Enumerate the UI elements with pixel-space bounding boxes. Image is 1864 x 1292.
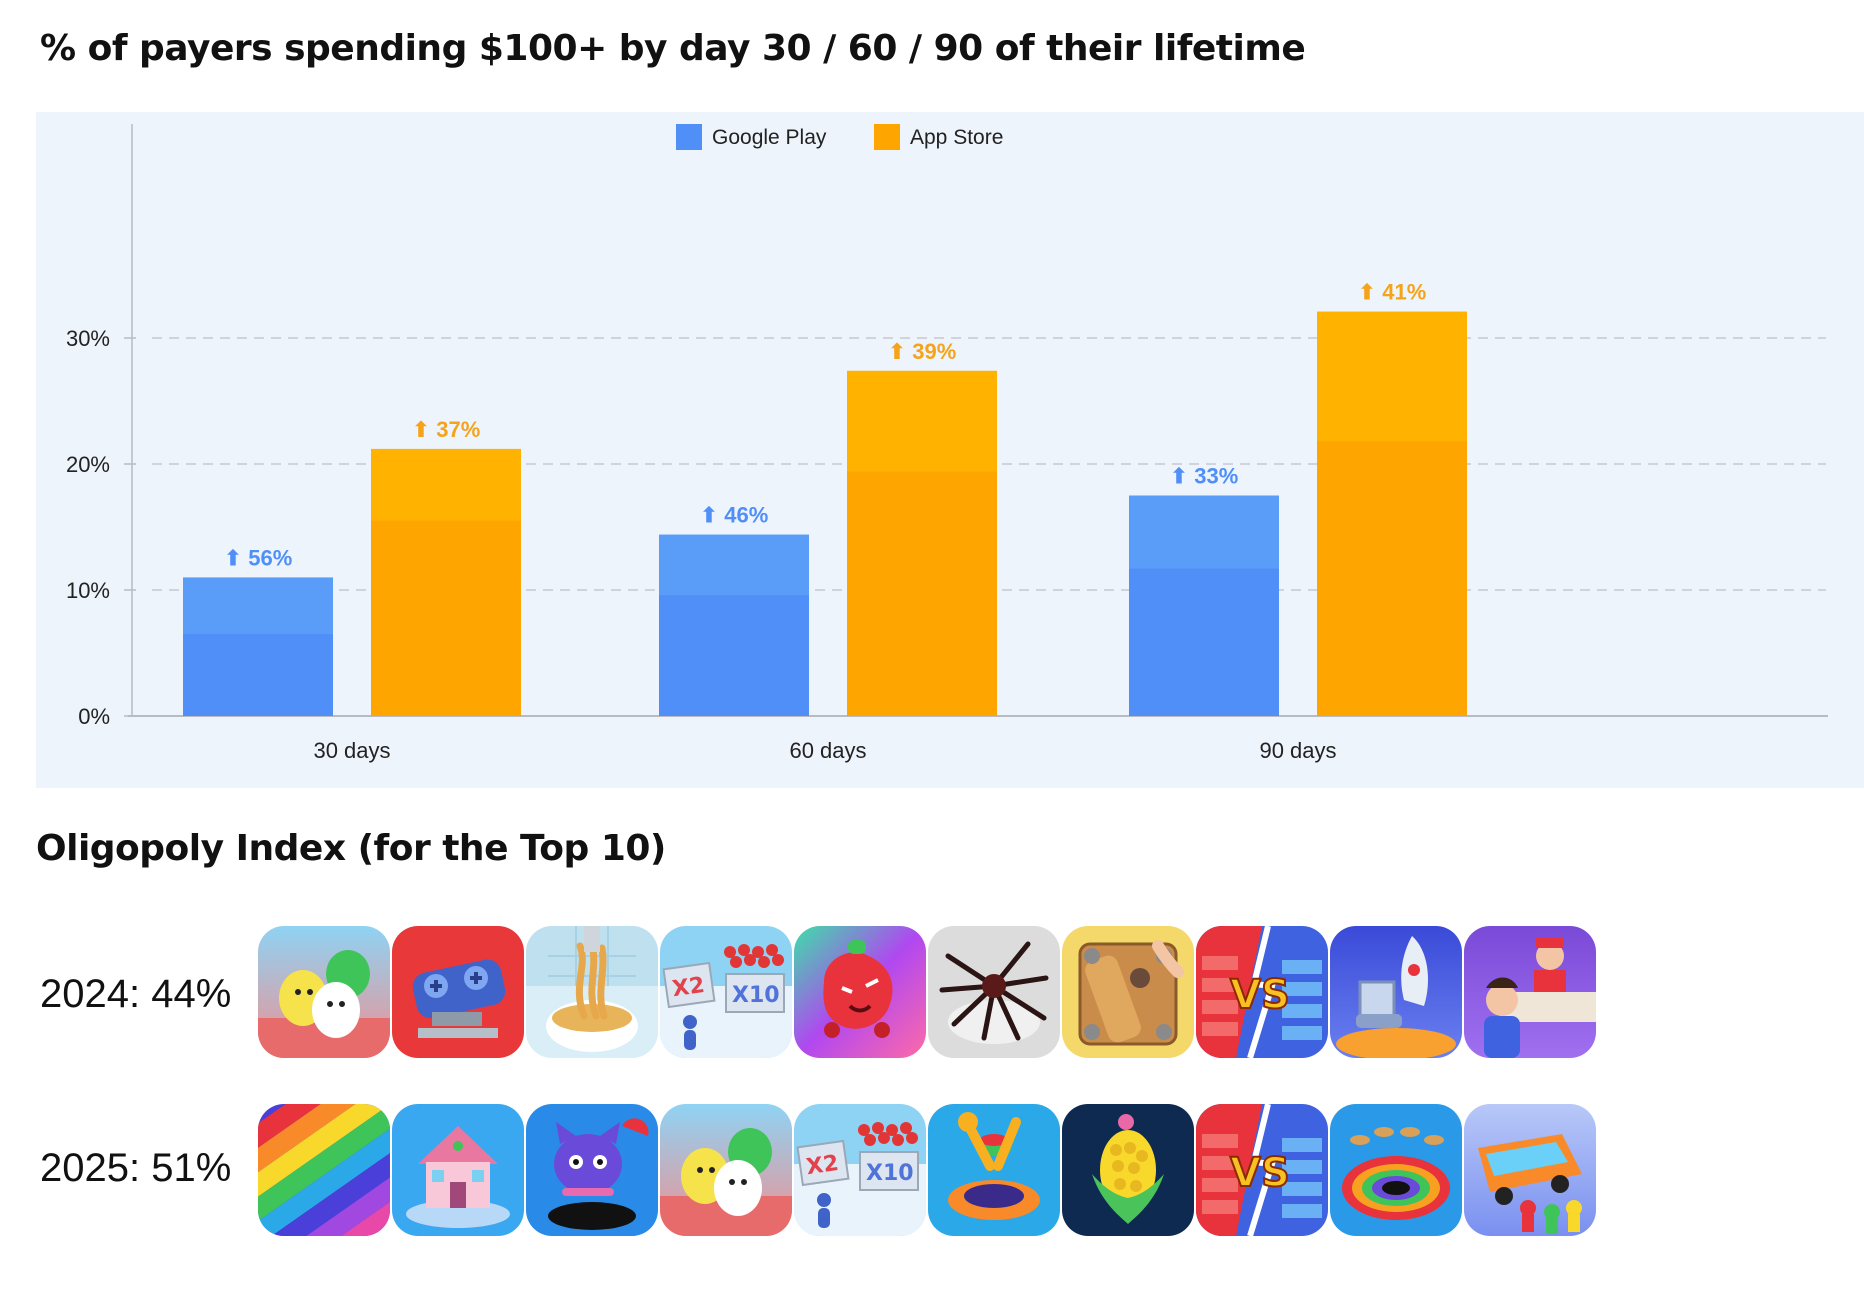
crowd-gates-icon: X2 X10: [794, 1104, 926, 1236]
growth-label: ⬆ 41%: [1358, 280, 1427, 305]
y-tick-label: 30%: [66, 326, 110, 351]
bus-jam-icon: [1464, 1104, 1596, 1236]
toy-house-icon: [392, 1104, 524, 1236]
chart-title: % of payers spending $100+ by day 30 / 6…: [40, 28, 1306, 69]
svg-text:X10: X10: [732, 983, 780, 1008]
bar-previous-google-play: [659, 595, 809, 716]
spider-legs-icon: [928, 926, 1060, 1058]
bar-previous-app-store: [371, 520, 521, 716]
legend-swatch: [676, 124, 702, 150]
legend: Google Play App Store: [676, 124, 1003, 150]
crowd-gates-icon: X2 X10: [660, 926, 792, 1058]
oligopoly-title: Oligopoly Index (for the Top 10): [36, 828, 666, 869]
hotel-manager-icon: [1464, 926, 1596, 1058]
bar-previous-google-play: [1129, 568, 1279, 716]
wood-nuts-icon: [1062, 926, 1194, 1058]
rocket-seat-icon: [1330, 926, 1462, 1058]
row-label-2024: 2024: 44%: [40, 972, 232, 1016]
svg-text:X10: X10: [866, 1161, 914, 1186]
y-tick-label: 0%: [78, 704, 110, 729]
tower-versus-icon: VS: [1196, 926, 1328, 1058]
screw-puzzle-icon: [392, 926, 524, 1058]
bar-previous-google-play: [183, 634, 333, 716]
svg-text:VS: VS: [1230, 972, 1290, 1018]
color-blocks-icon: [258, 1104, 390, 1236]
bar-previous-app-store: [847, 471, 997, 716]
noodle-bowl-icon: [526, 926, 658, 1058]
bar-previous-app-store: [1317, 441, 1467, 716]
bar-chart: 0% 10% 20% 30% Google Play App Store ⬆ 56% ⬆ 37…: [66, 124, 1828, 763]
row-label-2025: 2025: 51%: [40, 1146, 232, 1190]
svg-text:X2: X2: [671, 973, 706, 1002]
growth-label: ⬆ 33%: [1170, 464, 1239, 489]
blob-runners-icon: [258, 926, 390, 1058]
y-tick-label: 20%: [66, 452, 110, 477]
growth-label: ⬆ 39%: [888, 339, 957, 364]
growth-label: ⬆ 56%: [224, 545, 293, 570]
growth-label: ⬆ 46%: [700, 503, 769, 528]
legend-label: Google Play: [712, 126, 827, 149]
legend-swatch: [874, 124, 900, 150]
x-tick-label: 90 days: [1259, 738, 1336, 763]
chart-panel: 0% 10% 20% 30% Google Play App Store ⬆ 56% ⬆ 37…: [36, 112, 1864, 788]
blob-runners-icon: [660, 1104, 792, 1236]
ring-stack-icon: [928, 1104, 1060, 1236]
corn-screw-icon: [1062, 1104, 1194, 1236]
hole-cat-icon: [526, 1104, 658, 1236]
x-tick-label: 60 days: [789, 738, 866, 763]
tower-versus-icon: VS: [1196, 1104, 1328, 1236]
svg-text:X2: X2: [805, 1151, 840, 1180]
x-tick-label: 30 days: [313, 738, 390, 763]
coin-vortex-icon: [1330, 1104, 1462, 1236]
red-jelly-icon: [794, 926, 926, 1058]
legend-label: App Store: [910, 126, 1003, 149]
y-tick-label: 10%: [66, 578, 110, 603]
growth-label: ⬆ 37%: [412, 417, 481, 442]
svg-text:VS: VS: [1230, 1150, 1290, 1196]
